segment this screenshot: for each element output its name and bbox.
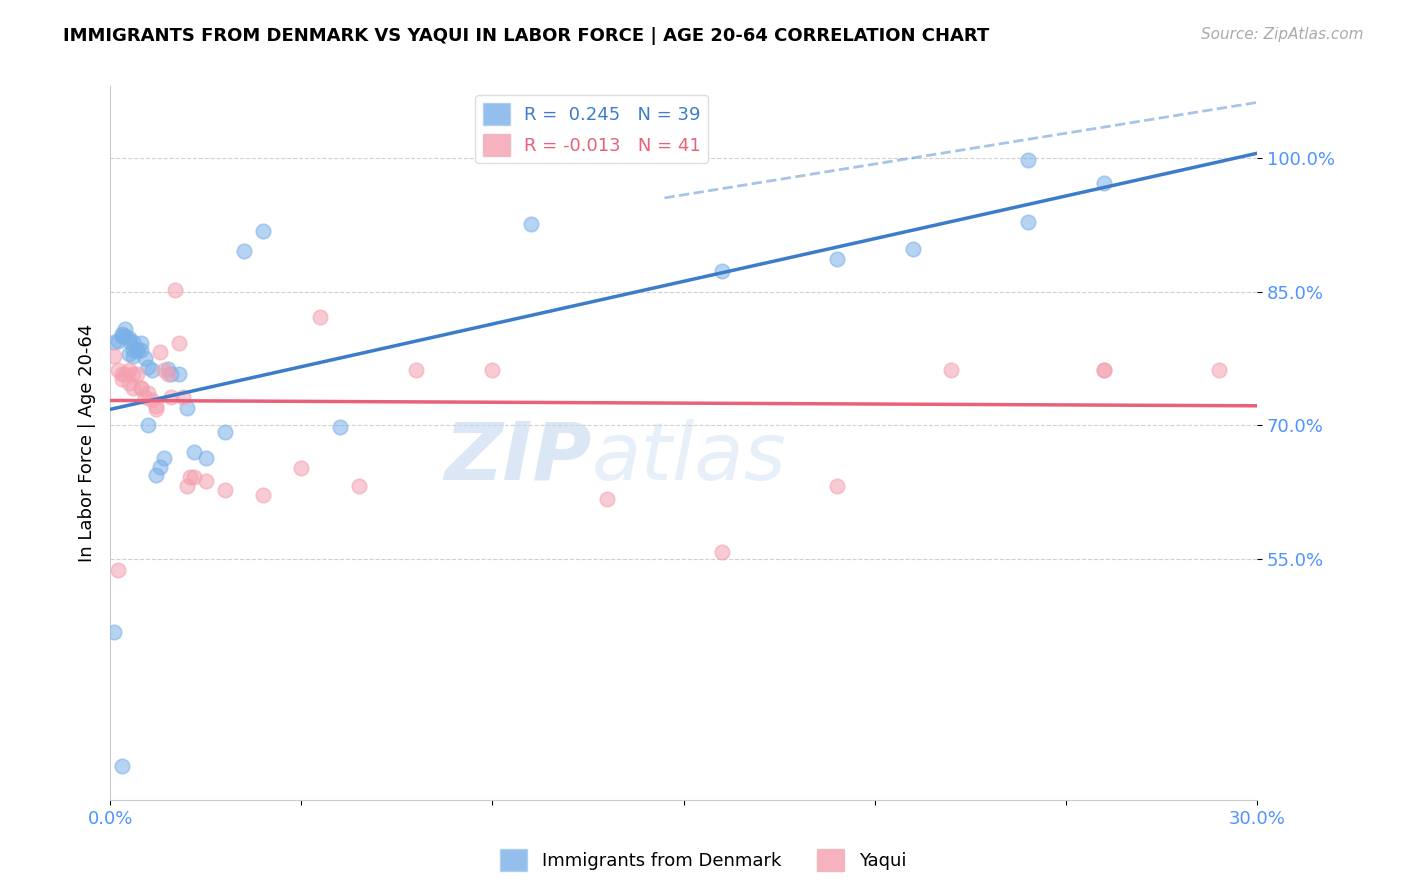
Point bbox=[481, 363, 503, 377]
Point bbox=[183, 445, 205, 459]
Point bbox=[194, 474, 217, 488]
Point bbox=[134, 351, 156, 365]
Point bbox=[145, 467, 167, 482]
Point bbox=[1017, 153, 1039, 167]
Point bbox=[152, 451, 174, 466]
Point bbox=[111, 326, 134, 341]
Text: IMMIGRANTS FROM DENMARK VS YAQUI IN LABOR FORCE | AGE 20-64 CORRELATION CHART: IMMIGRANTS FROM DENMARK VS YAQUI IN LABO… bbox=[63, 27, 990, 45]
Point bbox=[710, 264, 733, 278]
Point bbox=[111, 759, 134, 773]
Point bbox=[183, 470, 205, 484]
Legend: R =  0.245   N = 39, R = -0.013   N = 41: R = 0.245 N = 39, R = -0.013 N = 41 bbox=[475, 95, 709, 163]
Point bbox=[125, 342, 148, 356]
Point bbox=[129, 336, 152, 351]
Point bbox=[825, 479, 848, 493]
Text: Source: ZipAtlas.com: Source: ZipAtlas.com bbox=[1201, 27, 1364, 42]
Point bbox=[118, 334, 141, 348]
Point bbox=[122, 335, 145, 350]
Point bbox=[214, 425, 236, 439]
Point bbox=[141, 393, 163, 408]
Point bbox=[129, 381, 152, 395]
Point bbox=[129, 343, 152, 357]
Point bbox=[149, 460, 172, 475]
Point bbox=[901, 242, 924, 256]
Point bbox=[1208, 363, 1230, 377]
Point bbox=[290, 461, 312, 475]
Point bbox=[233, 244, 256, 259]
Point bbox=[165, 283, 187, 297]
Point bbox=[1017, 215, 1039, 229]
Point bbox=[107, 363, 129, 377]
Point bbox=[111, 372, 134, 386]
Point bbox=[122, 349, 145, 363]
Point bbox=[347, 479, 370, 493]
Point bbox=[252, 488, 274, 502]
Point bbox=[1092, 363, 1115, 377]
Point bbox=[138, 386, 160, 401]
Point bbox=[125, 344, 148, 359]
Point bbox=[118, 363, 141, 377]
Point bbox=[145, 399, 167, 413]
Point bbox=[156, 362, 179, 376]
Point bbox=[118, 376, 141, 390]
Point bbox=[141, 363, 163, 377]
Point bbox=[111, 329, 134, 343]
Point bbox=[134, 390, 156, 404]
Point bbox=[138, 418, 160, 433]
Point bbox=[596, 491, 619, 506]
Point bbox=[710, 545, 733, 559]
Point bbox=[103, 625, 125, 640]
Text: atlas: atlas bbox=[592, 418, 786, 497]
Point bbox=[125, 367, 148, 381]
Point bbox=[1092, 363, 1115, 377]
Point bbox=[107, 563, 129, 577]
Point bbox=[118, 331, 141, 345]
Point bbox=[176, 401, 198, 415]
Point bbox=[129, 381, 152, 395]
Point bbox=[122, 367, 145, 381]
Point bbox=[160, 390, 183, 404]
Text: ZIP: ZIP bbox=[444, 418, 592, 497]
Point bbox=[156, 367, 179, 381]
Y-axis label: In Labor Force | Age 20-64: In Labor Force | Age 20-64 bbox=[79, 324, 96, 563]
Point bbox=[145, 402, 167, 417]
Point bbox=[122, 381, 145, 395]
Point bbox=[149, 345, 172, 359]
Point bbox=[114, 367, 136, 381]
Point bbox=[103, 349, 125, 363]
Point bbox=[114, 322, 136, 336]
Point bbox=[114, 329, 136, 343]
Point bbox=[941, 363, 963, 377]
Point bbox=[167, 367, 190, 381]
Point bbox=[167, 336, 190, 351]
Point bbox=[172, 390, 194, 404]
Point bbox=[1092, 176, 1115, 190]
Point bbox=[519, 217, 541, 231]
Point bbox=[214, 483, 236, 497]
Point bbox=[138, 360, 160, 375]
Point bbox=[118, 347, 141, 361]
Point bbox=[103, 335, 125, 350]
Point bbox=[111, 367, 134, 381]
Point bbox=[825, 252, 848, 267]
Point bbox=[152, 363, 174, 377]
Point bbox=[107, 334, 129, 348]
Point bbox=[160, 367, 183, 381]
Point bbox=[328, 420, 350, 434]
Point bbox=[309, 310, 332, 324]
Point bbox=[252, 224, 274, 238]
Point bbox=[194, 451, 217, 466]
Legend: Immigrants from Denmark, Yaqui: Immigrants from Denmark, Yaqui bbox=[492, 842, 914, 879]
Point bbox=[179, 470, 201, 484]
Point bbox=[176, 479, 198, 493]
Point bbox=[122, 343, 145, 357]
Point bbox=[405, 363, 427, 377]
